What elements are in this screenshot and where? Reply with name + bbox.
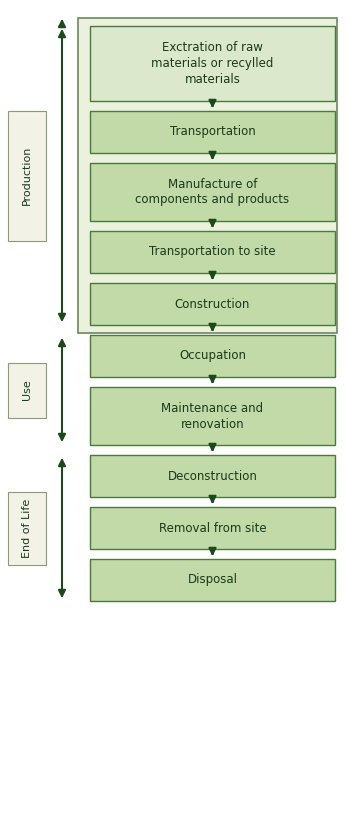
Text: Construction: Construction bbox=[175, 298, 250, 311]
FancyBboxPatch shape bbox=[90, 283, 335, 325]
Text: Use: Use bbox=[22, 380, 32, 400]
FancyBboxPatch shape bbox=[90, 387, 335, 445]
FancyBboxPatch shape bbox=[90, 559, 335, 601]
Text: Occupation: Occupation bbox=[179, 349, 246, 362]
Text: End of Life: End of Life bbox=[22, 498, 32, 558]
FancyBboxPatch shape bbox=[78, 18, 337, 333]
Text: Disposal: Disposal bbox=[188, 573, 237, 587]
Text: Maintenance and
renovation: Maintenance and renovation bbox=[161, 402, 263, 430]
Text: Transportation: Transportation bbox=[169, 125, 255, 138]
Text: Transportation to site: Transportation to site bbox=[149, 245, 276, 258]
Text: Manufacture of
components and products: Manufacture of components and products bbox=[135, 178, 290, 206]
FancyBboxPatch shape bbox=[90, 26, 335, 101]
FancyBboxPatch shape bbox=[90, 111, 335, 153]
Text: Production: Production bbox=[22, 146, 32, 205]
FancyBboxPatch shape bbox=[90, 335, 335, 377]
FancyBboxPatch shape bbox=[90, 231, 335, 273]
Text: Removal from site: Removal from site bbox=[159, 522, 266, 534]
FancyBboxPatch shape bbox=[8, 110, 46, 240]
FancyBboxPatch shape bbox=[90, 163, 335, 221]
Text: Deconstruction: Deconstruction bbox=[168, 470, 258, 483]
FancyBboxPatch shape bbox=[90, 507, 335, 549]
FancyBboxPatch shape bbox=[90, 455, 335, 497]
FancyBboxPatch shape bbox=[8, 362, 46, 417]
Text: Exctration of raw
materials or recylled
materials: Exctration of raw materials or recylled … bbox=[151, 41, 274, 86]
FancyBboxPatch shape bbox=[8, 492, 46, 564]
